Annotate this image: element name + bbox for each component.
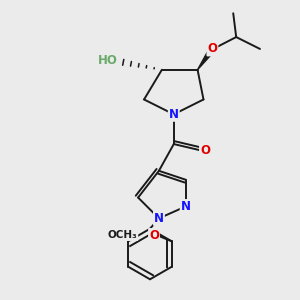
Text: O: O bbox=[200, 143, 210, 157]
Polygon shape bbox=[198, 47, 215, 70]
Text: O: O bbox=[207, 42, 218, 56]
Text: OCH₃: OCH₃ bbox=[108, 230, 138, 241]
Text: N: N bbox=[169, 108, 179, 121]
Text: HO: HO bbox=[98, 54, 117, 67]
Text: N: N bbox=[154, 212, 164, 225]
Text: O: O bbox=[149, 229, 159, 242]
Text: N: N bbox=[181, 200, 191, 213]
